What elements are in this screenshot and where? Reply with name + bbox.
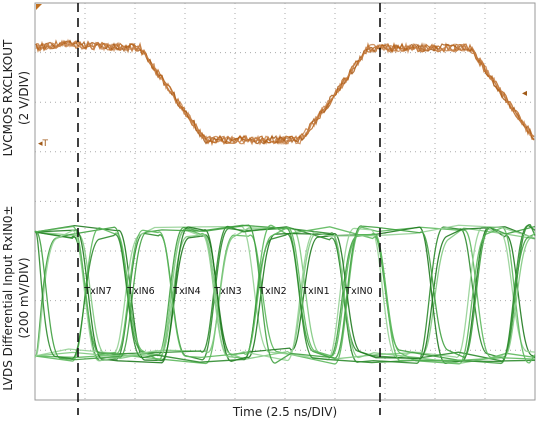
clock-waveform (35, 38, 535, 147)
bit-label: TxIN2 (258, 286, 286, 297)
y-label: (200 mV/DIV) (17, 257, 31, 338)
bit-label: TxIN6 (126, 286, 154, 297)
lvds-trace (34, 224, 536, 364)
y-label: (2 V/DIV) (17, 71, 31, 125)
y-label: LVDS Differential Input RxIN0± (1, 205, 15, 390)
clock-trace (35, 40, 535, 145)
lvds-trace (34, 224, 536, 362)
level-marker: ◂ (522, 88, 527, 99)
bit-labels: TxIN7 TxIN6 TxIN4 TxIN3 TxIN2 TxIN1 TxIN0 (83, 286, 372, 297)
eye-diagram (34, 224, 536, 365)
bit-label: TxIN4 (172, 286, 200, 297)
lvds-trace (34, 225, 536, 364)
lvds-trace (34, 224, 536, 364)
trigger-marker (36, 4, 42, 10)
bit-label: TxIN3 (213, 286, 241, 297)
bit-label: TxIN7 (83, 286, 111, 297)
bit-label: TxIN0 (344, 286, 372, 297)
x-label: Time (2.5 ns/DIV) (232, 405, 337, 419)
lvds-trace (34, 224, 536, 364)
bit-label: TxIN1 (301, 286, 329, 297)
clock-trace (35, 38, 535, 146)
lvds-trace (34, 225, 536, 362)
y-label: LVCMOS RXCLKOUT (1, 39, 15, 156)
channel-marker: ◂T (38, 139, 49, 149)
